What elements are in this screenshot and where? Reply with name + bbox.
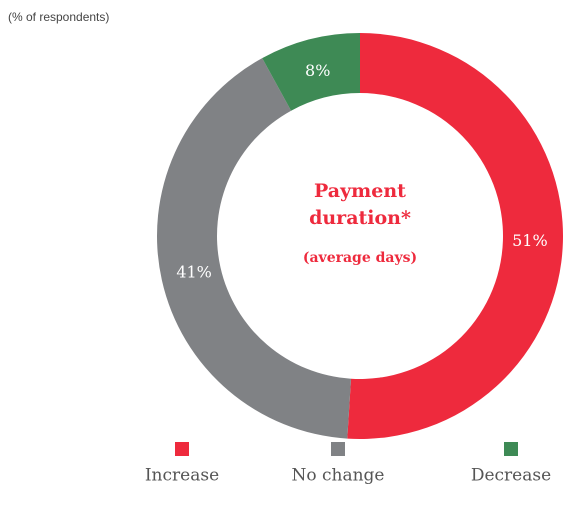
center-title: duration* [309,207,411,229]
legend-swatch [175,442,189,456]
note: (% of respondents) [8,10,109,24]
legend-label: Decrease [471,466,551,486]
center-title: Payment [314,180,406,202]
legend-swatch [331,442,345,456]
donut-segment [262,33,360,111]
donut-segment [347,33,563,439]
legend-label: Increase [145,466,219,486]
value-label: 41% [176,263,212,282]
value-label: 51% [512,231,548,250]
legend-swatch [504,442,518,456]
donut-segment [156,58,352,439]
legend-label: No change [291,466,384,486]
value-label: 8% [305,61,330,80]
center-subtitle: (average days) [303,250,417,266]
